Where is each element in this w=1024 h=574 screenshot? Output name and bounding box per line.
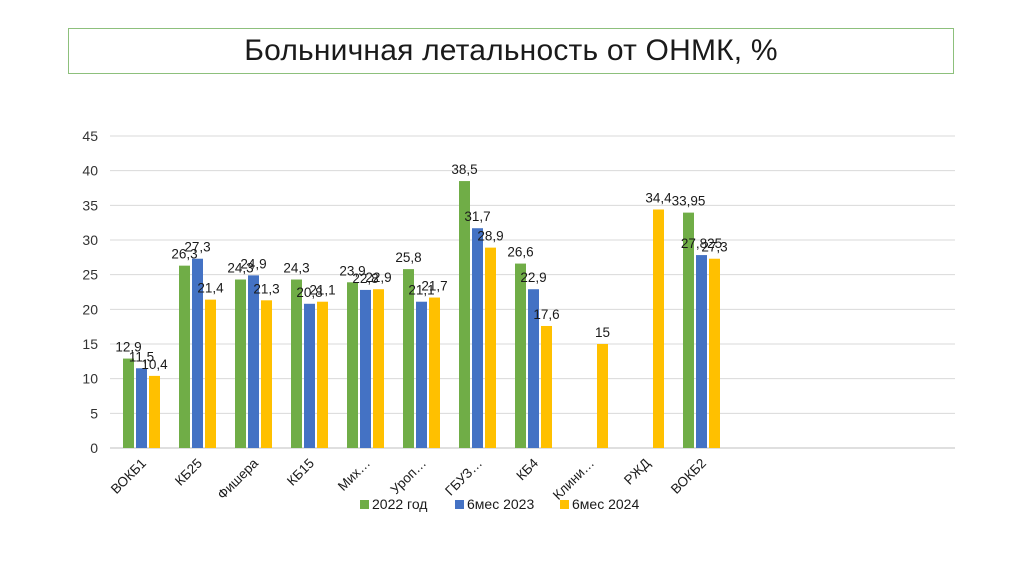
category-label: Уроп… bbox=[388, 456, 430, 498]
bar bbox=[205, 299, 216, 448]
category-label: КБ25 bbox=[172, 456, 205, 489]
data-label: 12,9 bbox=[115, 340, 141, 355]
bar bbox=[403, 269, 414, 448]
y-axis: 0 5 10 15 20 25 30 35 40 45 bbox=[82, 128, 98, 456]
data-label: 21,7 bbox=[421, 279, 447, 294]
legend: 2022 год 6мес 2023 6мес 2024 bbox=[360, 496, 639, 512]
bar bbox=[304, 303, 315, 448]
bar bbox=[136, 368, 147, 448]
y-tick-label: 20 bbox=[82, 301, 98, 317]
data-label: 26,3 bbox=[171, 247, 197, 262]
bar bbox=[541, 325, 552, 448]
bar bbox=[653, 209, 664, 448]
data-label: 27,825 bbox=[681, 236, 722, 251]
y-tick-label: 5 bbox=[90, 405, 98, 421]
y-tick-label: 30 bbox=[82, 232, 98, 248]
bar bbox=[123, 358, 134, 448]
data-label: 34,4 bbox=[645, 190, 672, 205]
data-label: 33,95 bbox=[672, 194, 706, 209]
y-tick-label: 25 bbox=[82, 267, 98, 283]
bar bbox=[291, 279, 302, 448]
bar bbox=[683, 212, 694, 448]
bar bbox=[472, 228, 483, 448]
data-label: 23,9 bbox=[339, 263, 365, 278]
category-label: РЖД bbox=[621, 456, 653, 488]
y-tick-label: 35 bbox=[82, 197, 98, 213]
bar bbox=[696, 255, 707, 448]
bar bbox=[597, 344, 608, 448]
data-label: 20,8 bbox=[296, 285, 322, 300]
bar bbox=[416, 301, 427, 448]
bar bbox=[459, 181, 470, 449]
bar bbox=[192, 258, 203, 448]
y-tick-label: 40 bbox=[82, 163, 98, 179]
bar bbox=[179, 265, 190, 448]
bar bbox=[235, 279, 246, 448]
bar bbox=[149, 375, 160, 448]
data-label: 27,3 bbox=[701, 240, 727, 255]
category-label: ВОКБ1 bbox=[108, 456, 149, 497]
bar bbox=[347, 282, 358, 448]
bar bbox=[515, 263, 526, 448]
data-label: 38,5 bbox=[451, 162, 477, 177]
bar bbox=[429, 297, 440, 448]
bar bbox=[373, 289, 384, 448]
data-label: 17,6 bbox=[533, 307, 559, 322]
data-labels: 12,9 26,3 24,3 24,3 23,9 25,8 38,5 26,6 33,95 11,… bbox=[115, 162, 727, 372]
legend-label: 2022 год bbox=[372, 496, 427, 512]
data-label: 28,9 bbox=[477, 229, 503, 244]
bar bbox=[360, 289, 371, 448]
data-label: 22,9 bbox=[365, 270, 391, 285]
category-label: КБ15 bbox=[284, 456, 317, 489]
data-label: 21,3 bbox=[253, 281, 279, 296]
data-label: 24,3 bbox=[227, 261, 253, 276]
legend-swatch bbox=[455, 500, 464, 509]
y-tick-label: 10 bbox=[82, 371, 98, 387]
category-label: ВОКБ2 bbox=[668, 456, 709, 497]
legend-label: 6мес 2024 bbox=[572, 496, 639, 512]
title-box: Больничная летальность от ОНМК, % bbox=[68, 28, 954, 74]
data-label: 21,1 bbox=[309, 283, 335, 298]
y-tick-label: 0 bbox=[90, 440, 98, 456]
data-label: 24,3 bbox=[283, 261, 309, 276]
bar bbox=[261, 300, 272, 448]
data-label: 11,5 bbox=[129, 349, 154, 364]
data-label: 24,9 bbox=[240, 256, 266, 271]
category-label: КБ4 bbox=[513, 455, 541, 483]
legend-swatch bbox=[360, 500, 369, 509]
data-label: 22,9 bbox=[520, 270, 546, 285]
data-label: 25,8 bbox=[395, 250, 421, 265]
data-label: 26,6 bbox=[507, 245, 533, 260]
bar bbox=[317, 301, 328, 448]
data-label: 21,1 bbox=[408, 283, 434, 298]
bar bbox=[485, 247, 496, 448]
bar bbox=[528, 289, 539, 448]
legend-label: 6мес 2023 bbox=[467, 496, 534, 512]
data-label: 31,7 bbox=[464, 209, 490, 224]
y-tick-label: 45 bbox=[82, 128, 98, 144]
category-label: Фишера bbox=[214, 455, 261, 502]
data-label: 15 bbox=[595, 325, 610, 340]
data-label: 21,4 bbox=[197, 281, 224, 296]
y-tick-label: 15 bbox=[82, 336, 98, 352]
category-label: Мих… bbox=[335, 456, 373, 494]
bar bbox=[709, 258, 720, 448]
data-label: 22,8 bbox=[352, 271, 378, 286]
data-label: 27,3 bbox=[184, 240, 210, 255]
slide-title: Больничная летальность от ОНМК, % bbox=[244, 34, 778, 67]
category-label: ГБУЗ… bbox=[442, 456, 485, 499]
bar bbox=[248, 275, 259, 448]
legend-swatch bbox=[560, 500, 569, 509]
bars bbox=[123, 181, 720, 449]
data-label: 10,4 bbox=[141, 357, 168, 372]
